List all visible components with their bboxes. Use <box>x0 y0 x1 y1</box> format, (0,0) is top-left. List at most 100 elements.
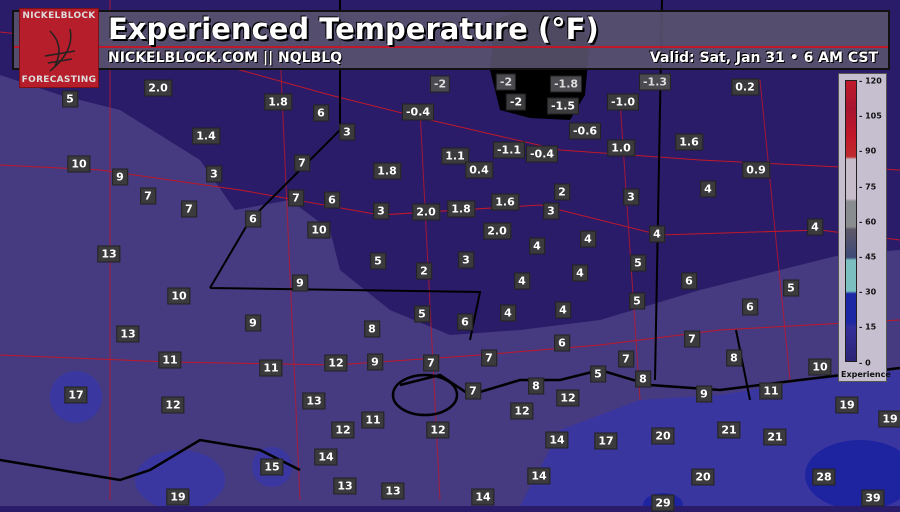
temperature-label: 3 <box>458 251 474 269</box>
temperature-label: 7 <box>684 330 700 348</box>
temperature-label: 5 <box>783 279 799 297</box>
temperature-label: 5 <box>62 90 78 108</box>
temperature-label: 1.6 <box>675 133 703 151</box>
temperature-label: 10 <box>307 221 331 239</box>
temperature-label: 4 <box>649 225 665 243</box>
temperature-label: 6 <box>742 298 758 316</box>
legend-tick: - 120 <box>859 76 882 86</box>
temperature-label: 6 <box>681 272 697 290</box>
temperature-label: 2.0 <box>483 222 511 240</box>
temperature-label: 9 <box>696 385 712 403</box>
temperature-label: -0.6 <box>568 122 602 140</box>
temperature-label: 3 <box>206 165 222 183</box>
legend-tick: - 90 <box>859 146 877 156</box>
temperature-label: -1.0 <box>606 93 640 111</box>
temperature-label: 8 <box>635 370 651 388</box>
legend-tick: - 105 <box>859 111 882 121</box>
temperature-label: 13 <box>333 477 357 495</box>
temperature-label: 12 <box>161 396 185 414</box>
temperature-label: -0.4 <box>401 103 435 121</box>
temperature-label: 2 <box>554 183 570 201</box>
temperature-label: -0.4 <box>525 145 559 163</box>
temperature-label: 6 <box>324 191 340 209</box>
state-borders <box>209 0 751 401</box>
temperature-label: 20 <box>691 468 715 486</box>
temperature-label: 5 <box>590 365 606 383</box>
temperature-label: 1.6 <box>491 193 519 211</box>
temperature-label: 5 <box>414 305 430 323</box>
temperature-label: 12 <box>556 389 580 407</box>
map-title: Experienced Temperature (°F) <box>108 12 599 46</box>
temperature-label: 14 <box>527 467 551 485</box>
temperature-label: 10 <box>167 287 191 305</box>
temperature-label: 14 <box>471 488 495 506</box>
temperature-label: 0.4 <box>465 161 493 179</box>
temperature-label: 12 <box>510 402 534 420</box>
temperature-label: 13 <box>97 245 121 263</box>
header-divider <box>14 46 888 48</box>
temperature-label: 11 <box>759 382 783 400</box>
temperature-label: 19 <box>166 488 190 506</box>
temperature-label: 10 <box>67 155 91 173</box>
temperature-label: 12 <box>324 354 348 372</box>
temperature-label: 5 <box>370 252 386 270</box>
temperature-label: -1.8 <box>549 75 583 93</box>
temperature-label: 7 <box>140 187 156 205</box>
temperature-label: 4 <box>514 272 530 290</box>
temperature-label: 1.4 <box>192 127 220 145</box>
legend-title: Experience <box>841 370 891 379</box>
temperature-label: 20 <box>651 427 675 445</box>
temperature-label: -1.5 <box>546 97 580 115</box>
temperature-label: 10 <box>808 358 832 376</box>
temperature-label: 9 <box>367 353 383 371</box>
temperature-label: 21 <box>763 428 787 446</box>
logo-bottom-text: FORECASTING <box>21 75 97 85</box>
color-legend: - 120 - 105 - 90 - 75 - 60 - 45 - 30 - 15 - 0 Ex… <box>838 73 891 382</box>
temperature-label: 7 <box>294 154 310 172</box>
temperature-label: 28 <box>812 468 836 486</box>
temperature-label: 3 <box>373 202 389 220</box>
legend-tick: - 0 <box>859 358 871 368</box>
temperature-label: 7 <box>181 200 197 218</box>
temperature-label: 6 <box>554 334 570 352</box>
temperature-label: 19 <box>878 410 900 428</box>
temperature-label: 11 <box>158 351 182 369</box>
temperature-label: 1.8 <box>447 200 475 218</box>
temperature-label: 1.8 <box>264 93 292 111</box>
temperature-label: 7 <box>465 382 481 400</box>
temperature-label: 3 <box>339 123 355 141</box>
temperature-label: 4 <box>580 230 596 248</box>
logo-top-text: NICKELBLOCK <box>22 11 96 21</box>
temperature-label: 11 <box>259 359 283 377</box>
temperature-label: 8 <box>364 320 380 338</box>
temperature-label: 17 <box>64 386 88 404</box>
temperature-label: 19 <box>835 396 859 414</box>
temperature-label: 5 <box>630 254 646 272</box>
temperature-label: -2 <box>505 93 527 111</box>
temperature-label: 12 <box>426 421 450 439</box>
temperature-label: 15 <box>260 458 284 476</box>
legend-tick: - 45 <box>859 252 877 262</box>
temperature-label: 2 <box>416 262 432 280</box>
legend-tick: - 60 <box>859 217 877 227</box>
temperature-label: 8 <box>726 349 742 367</box>
temperature-label: 7 <box>423 354 439 372</box>
temperature-label: 4 <box>572 264 588 282</box>
temperature-label: -1.3 <box>638 73 672 91</box>
temperature-label: 6 <box>457 313 473 331</box>
temperature-label: -1.1 <box>492 141 526 159</box>
temperature-label: 7 <box>481 349 497 367</box>
temperature-label: 9 <box>112 168 128 186</box>
temperature-label: 4 <box>807 218 823 236</box>
temperature-label: 4 <box>500 304 516 322</box>
temperature-label: 1.8 <box>373 162 401 180</box>
temperature-label: 14 <box>545 431 569 449</box>
temperature-label: 4 <box>529 237 545 255</box>
temperature-label: 9 <box>292 274 308 292</box>
temperature-label: 11 <box>361 411 385 429</box>
temperature-label: 3 <box>543 202 559 220</box>
temperature-label: 29 <box>651 494 675 512</box>
logo-mark-icon <box>44 28 76 72</box>
legend-tick: - 75 <box>859 182 877 192</box>
temperature-label: 13 <box>381 482 405 500</box>
